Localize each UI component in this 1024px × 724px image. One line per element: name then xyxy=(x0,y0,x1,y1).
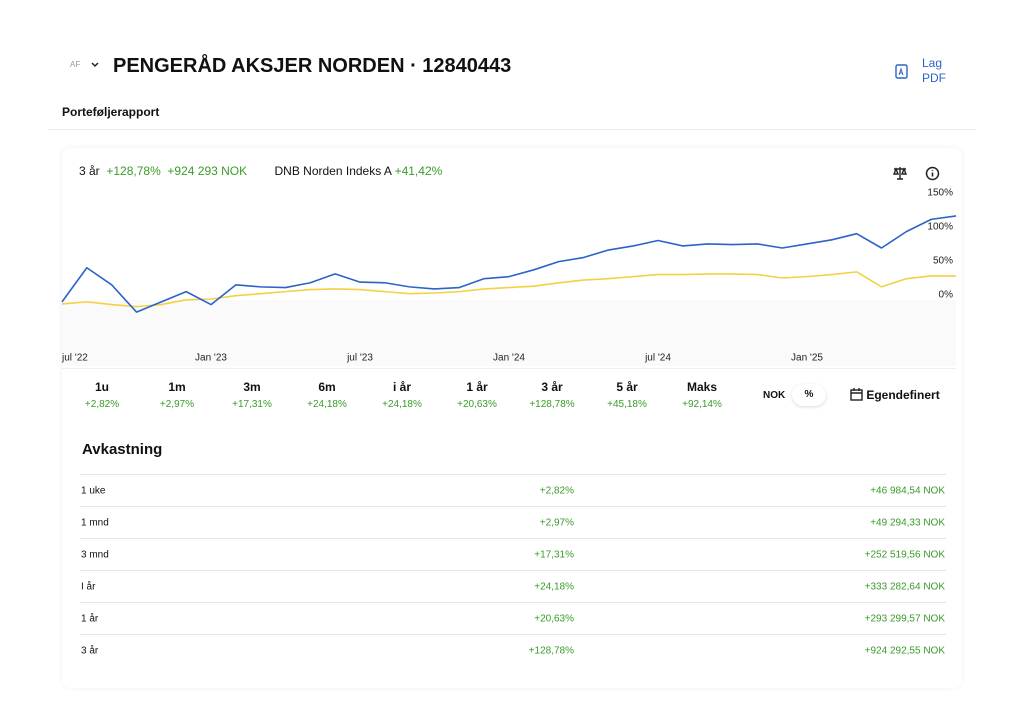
period-label: 5 år xyxy=(616,380,638,394)
period-return: +128,78% xyxy=(529,399,575,410)
period-label: 3m xyxy=(243,380,261,394)
y-tick-label: 100% xyxy=(927,221,953,232)
chevron[interactable] xyxy=(90,61,100,69)
row-label: 3 år xyxy=(81,645,99,657)
divider xyxy=(48,129,976,130)
period-button[interactable]: 6m +24,18% xyxy=(287,380,367,410)
series-line xyxy=(61,215,957,313)
period-button[interactable]: 1u +2,82% xyxy=(62,380,142,410)
pdf-icon xyxy=(895,64,908,79)
row-label: 1 mnd xyxy=(81,517,109,529)
row-nok: +252 519,56 NOK xyxy=(864,549,945,561)
calendar-icon xyxy=(850,388,863,401)
period-return: +24,18% xyxy=(307,399,347,410)
row-pct: +24,18% xyxy=(534,581,574,593)
period-button[interactable]: 3 år +128,78% xyxy=(512,380,592,410)
row-label: 3 mnd xyxy=(81,549,109,561)
table-row: 3 mnd +17,31% +252 519,56 NOK xyxy=(80,538,946,571)
period-label: 6m xyxy=(318,380,336,394)
row-nok: +924 292,55 NOK xyxy=(864,645,945,657)
period-label: 3 år xyxy=(541,380,563,394)
summary-nok: +924 293 NOK xyxy=(167,164,248,178)
table-title: Avkastning xyxy=(82,441,163,458)
period-label: 1 år xyxy=(466,380,488,394)
period-return: +2,97% xyxy=(159,399,195,410)
period-button[interactable]: 3m +17,31% xyxy=(212,380,292,410)
x-tick-label: Jan '24 xyxy=(493,353,525,364)
period-button[interactable]: i år +24,18% xyxy=(362,380,442,410)
custom-button[interactable]: Egendefinert xyxy=(850,388,940,402)
period-button[interactable]: 1m +2,97% xyxy=(137,380,217,410)
info-icon[interactable] xyxy=(925,166,940,181)
pdf-button[interactable]: Lag PDF xyxy=(895,56,955,88)
period-return: +2,82% xyxy=(84,399,120,410)
pdf-label: Lag PDF xyxy=(922,56,946,85)
table-row: 1 uke +2,82% +46 984,54 NOK xyxy=(80,474,946,507)
row-pct: +128,78% xyxy=(528,645,574,657)
x-tick-label: Jan '23 xyxy=(195,353,227,364)
period-label: i år xyxy=(392,380,411,394)
chart: 0% 50% 100% 150% jul '22 Jan '23 jul '23 Jan '2… xyxy=(61,187,957,366)
summary-period: 3 år xyxy=(79,164,100,178)
period-button[interactable]: 5 år +45,18% xyxy=(587,380,667,410)
row-nok: +46 984,54 NOK xyxy=(870,485,945,497)
toggle-nok[interactable]: NOK xyxy=(763,390,786,401)
period-label: Maks xyxy=(686,380,718,394)
row-nok: +293 299,57 NOK xyxy=(864,613,945,625)
row-pct: +2,97% xyxy=(539,517,574,529)
divider xyxy=(62,368,956,369)
period-return: +45,18% xyxy=(607,399,647,410)
period-return: +92,14% xyxy=(682,399,722,410)
row-pct: +20,63% xyxy=(534,613,574,625)
plot-shade xyxy=(62,300,956,366)
period-return: +17,31% xyxy=(232,399,272,410)
row-pct: +17,31% xyxy=(534,549,574,561)
toggle-pct[interactable]: % xyxy=(792,384,826,406)
row-label: 1 uke xyxy=(81,485,106,497)
row-label: I år xyxy=(81,581,96,593)
period-label: 1m xyxy=(168,380,186,394)
y-tick-label: 50% xyxy=(933,255,953,266)
row-label: 1 år xyxy=(81,613,99,625)
period-button[interactable]: Maks +92,14% xyxy=(662,380,742,410)
x-tick-label: jul '22 xyxy=(61,353,88,364)
title: PENGERÅD AKSJER NORDEN · 12840443 xyxy=(113,55,512,77)
y-tick-label: 150% xyxy=(927,187,953,198)
period-label: 1u xyxy=(94,380,109,394)
period-return: +20,63% xyxy=(457,399,497,410)
summary: 3 år +128,78% +924 293 NOK DNB Norden In… xyxy=(79,164,442,178)
table-row: I år +24,18% +333 282,64 NOK xyxy=(80,570,946,603)
benchmark: DNB Norden Indeks A xyxy=(274,164,392,178)
custom-label: Egendefinert xyxy=(866,388,940,402)
benchmark-pct: +41,42% xyxy=(394,164,443,178)
badge: AF xyxy=(70,60,81,69)
table-row: 3 år +128,78% +924 292,55 NOK xyxy=(80,634,946,667)
compare-icon[interactable] xyxy=(892,166,908,180)
subtitle: Porteføljerapport xyxy=(62,105,160,119)
x-tick-label: Jan '25 xyxy=(791,353,823,364)
summary-pct: +128,78% xyxy=(106,164,161,178)
row-nok: +49 294,33 NOK xyxy=(870,517,945,529)
series-line xyxy=(61,271,956,308)
y-tick-label: 0% xyxy=(939,290,954,301)
x-tick-label: jul '23 xyxy=(346,353,373,364)
table-row: 1 mnd +2,97% +49 294,33 NOK xyxy=(80,506,946,539)
row-pct: +2,82% xyxy=(539,485,574,497)
period-button[interactable]: 1 år +20,63% xyxy=(437,380,517,410)
row-nok: +333 282,64 NOK xyxy=(864,581,945,593)
table-row: 1 år +20,63% +293 299,57 NOK xyxy=(80,602,946,635)
period-return: +24,18% xyxy=(382,399,422,410)
x-tick-label: jul '24 xyxy=(644,353,671,364)
